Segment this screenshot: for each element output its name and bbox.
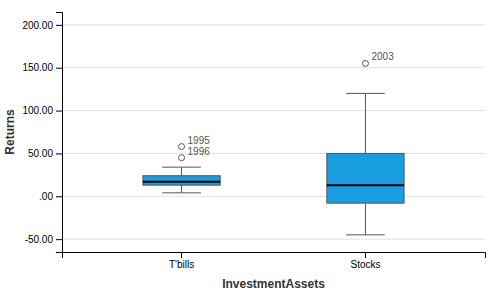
y-tick-mark	[56, 111, 62, 112]
y-tick: 200.00	[22, 20, 62, 31]
box	[143, 176, 220, 185]
y-tick-mark	[56, 196, 62, 197]
outlier-labels: 19961995 2003	[188, 51, 395, 156]
outlier	[179, 144, 185, 150]
grid-line	[62, 24, 485, 25]
boxes	[143, 60, 404, 234]
box	[327, 153, 404, 203]
grid-line	[62, 239, 485, 240]
whisker-high	[181, 167, 182, 176]
grid-line	[62, 110, 485, 111]
whisker-cap-low	[162, 192, 201, 193]
whisker-high	[365, 93, 366, 153]
y-tick-label: .00	[39, 191, 53, 202]
x-tick: T'bills	[169, 252, 194, 270]
outlier-label: 1995	[188, 135, 211, 146]
median	[143, 181, 220, 183]
y-axis: -50.00 .00 50.00 100.00 150.00 200.00	[22, 13, 62, 253]
y-tick-mark	[56, 239, 62, 240]
whisker-low	[365, 203, 366, 235]
y-tick: 150.00	[22, 62, 62, 73]
y-tick-label: 150.00	[22, 62, 53, 73]
whisker-cap-high	[346, 93, 385, 94]
whisker-cap-high	[162, 167, 201, 168]
y-tick: 100.00	[22, 105, 62, 116]
box-group	[143, 144, 220, 193]
x-tick-label: T'bills	[169, 259, 194, 270]
x-tick-mark	[365, 252, 366, 258]
outlier	[362, 60, 368, 66]
median	[327, 184, 404, 186]
y-tick-label: 200.00	[22, 20, 53, 31]
box-group	[327, 60, 404, 234]
y-axis-title: Returns	[3, 109, 17, 155]
x-axis-title: InvestmentAssets	[222, 277, 325, 291]
y-tick-mark	[56, 68, 62, 69]
plot-area: -50.00 .00 50.00 100.00 150.00 200.00 T'bills S…	[22, 13, 485, 271]
grid-line	[62, 67, 485, 68]
outlier	[179, 155, 185, 161]
y-tick-mark	[56, 153, 62, 154]
chart: -50.00 .00 50.00 100.00 150.00 200.00 T'bills S…	[0, 0, 500, 296]
y-tick: 50.00	[28, 148, 62, 159]
y-tick-mark	[56, 25, 62, 26]
x-tick: Stocks	[350, 252, 380, 270]
x-tick-label: Stocks	[350, 259, 380, 270]
whisker-cap-low	[346, 234, 385, 235]
y-tick-label: 100.00	[22, 105, 53, 116]
outlier-label: 1996	[188, 146, 211, 157]
outlier-label: 2003	[371, 51, 394, 62]
y-tick-label: 50.00	[28, 148, 53, 159]
grid	[62, 25, 485, 239]
y-axis-line	[56, 13, 63, 253]
grid-line	[62, 196, 485, 197]
x-tick-mark	[181, 252, 182, 258]
x-axis-line	[63, 253, 486, 259]
y-tick: -50.00	[25, 234, 62, 245]
y-tick: .00	[39, 191, 62, 202]
x-axis: T'bills Stocks	[63, 252, 486, 270]
grid-line	[62, 153, 485, 154]
whisker-low	[181, 185, 182, 193]
y-tick-label: -50.00	[25, 234, 54, 245]
